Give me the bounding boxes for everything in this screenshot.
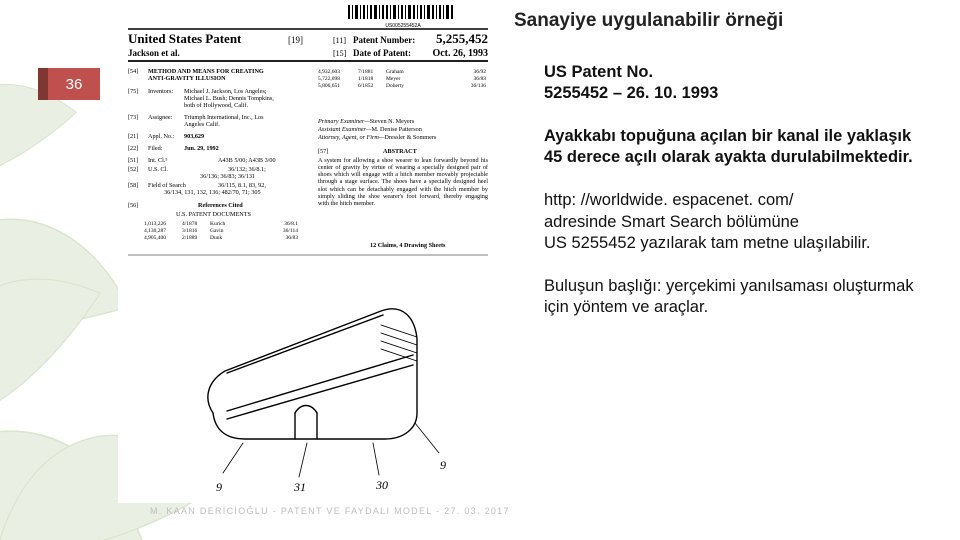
svg-text:[11]: [11] [333, 36, 346, 45]
espacenet-url: http: //worldwide. espacenet. com/ [544, 191, 793, 209]
footer-text: M. KAAN DERİCİOĞLU - PATENT VE FAYDALI M… [150, 506, 510, 516]
svg-text:1,013,226: 1,013,226 [144, 221, 166, 227]
svg-text:Angeles Calif.: Angeles Calif. [184, 121, 220, 128]
svg-text:[52]: [52] [128, 166, 138, 173]
svg-text:Int. Cl.⁵: Int. Cl.⁵ [148, 157, 168, 164]
svg-text:31: 31 [293, 480, 306, 494]
svg-text:Appl. No.:: Appl. No.: [148, 133, 175, 140]
svg-text:4/1878: 4/1878 [182, 221, 198, 227]
svg-text:ANTI-GRAVITY ILLUSION: ANTI-GRAVITY ILLUSION [148, 75, 226, 82]
svg-text:903,629: 903,629 [184, 133, 204, 140]
svg-text:Meyer: Meyer [386, 76, 401, 82]
svg-text:Oct. 26, 1993: Oct. 26, 1993 [432, 48, 488, 59]
svg-text:United States Patent: United States Patent [128, 31, 242, 46]
svg-text:[15]: [15] [333, 49, 347, 58]
svg-text:Dunk: Dunk [210, 235, 222, 241]
patent-description: Ayakkabı topuğuna açılan bir kanal ile y… [544, 126, 934, 168]
espacenet-l3: US 5255452 yazılarak tam metne ulaşılabi… [544, 234, 871, 252]
page-number-badge: 36 [48, 68, 100, 100]
svg-text:3/1816: 3/1816 [182, 228, 198, 234]
svg-text:Date of Patent:: Date of Patent: [353, 48, 411, 58]
svg-text:[56]: [56] [128, 202, 138, 209]
svg-text:2/1889: 2/1889 [182, 235, 198, 241]
svg-text:Patent Number:: Patent Number: [353, 35, 415, 45]
svg-text:30: 30 [375, 478, 388, 492]
svg-text:[22]: [22] [128, 145, 138, 152]
svg-text:4,130,287: 4,130,287 [144, 228, 166, 234]
svg-text:[75]: [75] [128, 88, 138, 95]
svg-text:Triumph International, Inc., L: Triumph International, Inc., Los [184, 114, 264, 121]
svg-text:Kurich: Kurich [210, 221, 226, 227]
svg-text:METHOD AND MEANS FOR CREATING: METHOD AND MEANS FOR CREATING [148, 68, 264, 75]
svg-text:U.S. PATENT DOCUMENTS: U.S. PATENT DOCUMENTS [176, 211, 252, 218]
svg-text:[19]: [19] [288, 35, 303, 45]
svg-text:36/8.1: 36/8.1 [284, 221, 298, 227]
svg-text:36/136; 36/83; 36/131: 36/136; 36/83; 36/131 [200, 173, 255, 180]
espacenet-info: http: //worldwide. espacenet. com/ adres… [544, 190, 934, 253]
svg-text:Assignee:: Assignee: [148, 114, 173, 121]
svg-text:36/114: 36/114 [283, 228, 298, 234]
svg-text:[54]: [54] [128, 68, 138, 75]
svg-text:[73]: [73] [128, 114, 138, 121]
svg-text:5,806,651: 5,806,651 [318, 83, 340, 89]
svg-text:4,932,603: 4,932,603 [318, 69, 340, 75]
patent-id-line1: US Patent No. [544, 63, 653, 81]
svg-text:7/1881: 7/1881 [358, 69, 374, 75]
svg-text:A43B 5/00; A43B 3/00: A43B 5/00; A43B 3/00 [218, 157, 276, 164]
svg-text:[21]: [21] [128, 133, 138, 140]
svg-text:36/92: 36/92 [473, 69, 486, 75]
svg-text:ABSTRACT: ABSTRACT [383, 148, 418, 155]
svg-text:Jackson et al.: Jackson et al. [128, 48, 180, 58]
slide-title: Sanayiye uygulanabilir örneği [514, 10, 783, 32]
svg-text:4,905,400: 4,905,400 [144, 235, 166, 241]
svg-text:Attorney, Agent, or Firm—Dress: Attorney, Agent, or Firm—Dressler & Somm… [317, 134, 437, 141]
invention-title: Buluşun başlığı: yerçekimi yanılsaması o… [544, 276, 934, 318]
svg-text:Inventors:: Inventors: [148, 88, 173, 95]
svg-text:Michael L. Bush; Dennis Tompki: Michael L. Bush; Dennis Tompkins, [184, 95, 274, 102]
svg-text:5,722,098: 5,722,098 [318, 76, 340, 82]
svg-text:References Cited: References Cited [198, 202, 243, 209]
svg-text:36/115, 8.1, 83, 92,: 36/115, 8.1, 83, 92, [218, 182, 266, 189]
svg-text:Field of Search: Field of Search [148, 182, 187, 189]
svg-text:36/134, 131, 132, 136; 482/70,: 36/134, 131, 132, 136; 482/70, 71; 305 [164, 189, 261, 196]
svg-text:1/1818: 1/1818 [358, 76, 374, 82]
svg-text:9: 9 [216, 480, 222, 494]
svg-text:Filed:: Filed: [148, 145, 163, 152]
svg-text:6/1852: 6/1852 [358, 83, 374, 89]
patent-id: US Patent No. 5255452 – 26. 10. 1993 [544, 62, 934, 104]
svg-text:[57]: [57] [318, 148, 328, 155]
svg-text:36/83: 36/83 [285, 235, 298, 241]
svg-text:12 Claims, 4 Drawing Sheets: 12 Claims, 4 Drawing Sheets [370, 242, 446, 249]
espacenet-l2: adresinde Smart Search bölümüne [544, 213, 799, 231]
svg-text:36/136: 36/136 [471, 83, 487, 89]
svg-text:36/132; 36/8.1;: 36/132; 36/8.1; [228, 166, 266, 173]
svg-text:Doherty: Doherty [386, 83, 404, 89]
patent-id-line2: 5255452 – 26. 10. 1993 [544, 84, 718, 102]
svg-text:Graham: Graham [386, 69, 404, 75]
svg-text:[51]: [51] [128, 157, 138, 164]
svg-text:Gavin: Gavin [210, 228, 224, 234]
svg-text:both of Hollywood, Calif.: both of Hollywood, Calif. [184, 102, 249, 109]
svg-text:U.S. Cl.: U.S. Cl. [148, 166, 168, 173]
svg-text:US005255452A: US005255452A [385, 23, 421, 29]
svg-text:9: 9 [440, 458, 446, 472]
svg-text:5,255,452: 5,255,452 [436, 31, 488, 46]
svg-text:[58]: [58] [128, 182, 138, 189]
svg-text:Assistant Examiner—M. Denise P: Assistant Examiner—M. Denise Patterson [317, 126, 422, 133]
abstract-text: A system for allowing a shoe wearer to l… [318, 157, 488, 207]
svg-text:Jun. 29, 1992: Jun. 29, 1992 [184, 145, 219, 152]
patent-document-image: US005255452A United States Patent [19] [… [118, 3, 498, 503]
svg-text:36/83: 36/83 [473, 76, 486, 82]
page-number: 36 [66, 76, 83, 93]
svg-text:Primary Examiner—Steven N. Mey: Primary Examiner—Steven N. Meyers [317, 118, 415, 125]
right-column: US Patent No. 5255452 – 26. 10. 1993 Aya… [544, 62, 934, 340]
svg-text:Michael J. Jackson, Los Angele: Michael J. Jackson, Los Angeles; [184, 88, 267, 95]
